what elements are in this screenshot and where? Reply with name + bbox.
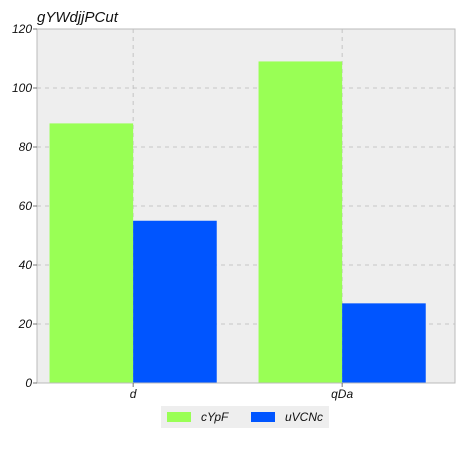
y-tick-label-4: 80: [19, 140, 33, 154]
legend-swatch-uVCNc: [251, 412, 275, 422]
legend: cYpF uVCNc: [161, 406, 329, 428]
legend-box: [161, 406, 329, 428]
legend-swatch-cYpF: [167, 412, 191, 422]
y-tick-label-5: 100: [12, 81, 32, 95]
bar-cYpF-qDa: [258, 61, 343, 383]
y-axis: 0 20 40 60 80 100 120: [12, 22, 37, 390]
x-axis: d qDa: [130, 383, 353, 401]
y-tick-label-1: 20: [18, 317, 33, 331]
legend-label-uVCNc: uVCNc: [285, 410, 323, 424]
y-tick-label-2: 40: [19, 258, 33, 272]
bar-uVCNc-qDa: [342, 303, 426, 383]
x-tick-label-1: qDa: [331, 387, 353, 401]
bar-cYpF-d: [49, 123, 134, 384]
bars: [49, 61, 426, 384]
bar-uVCNc-d: [133, 220, 217, 383]
y-tick-label-0: 0: [25, 376, 32, 390]
y-tick-label-6: 120: [12, 22, 32, 36]
y-tick-label-3: 60: [19, 199, 33, 213]
legend-label-cYpF: cYpF: [201, 410, 229, 424]
x-tick-label-0: d: [130, 387, 137, 401]
chart-title: gYWdjjPCut: [37, 9, 119, 26]
